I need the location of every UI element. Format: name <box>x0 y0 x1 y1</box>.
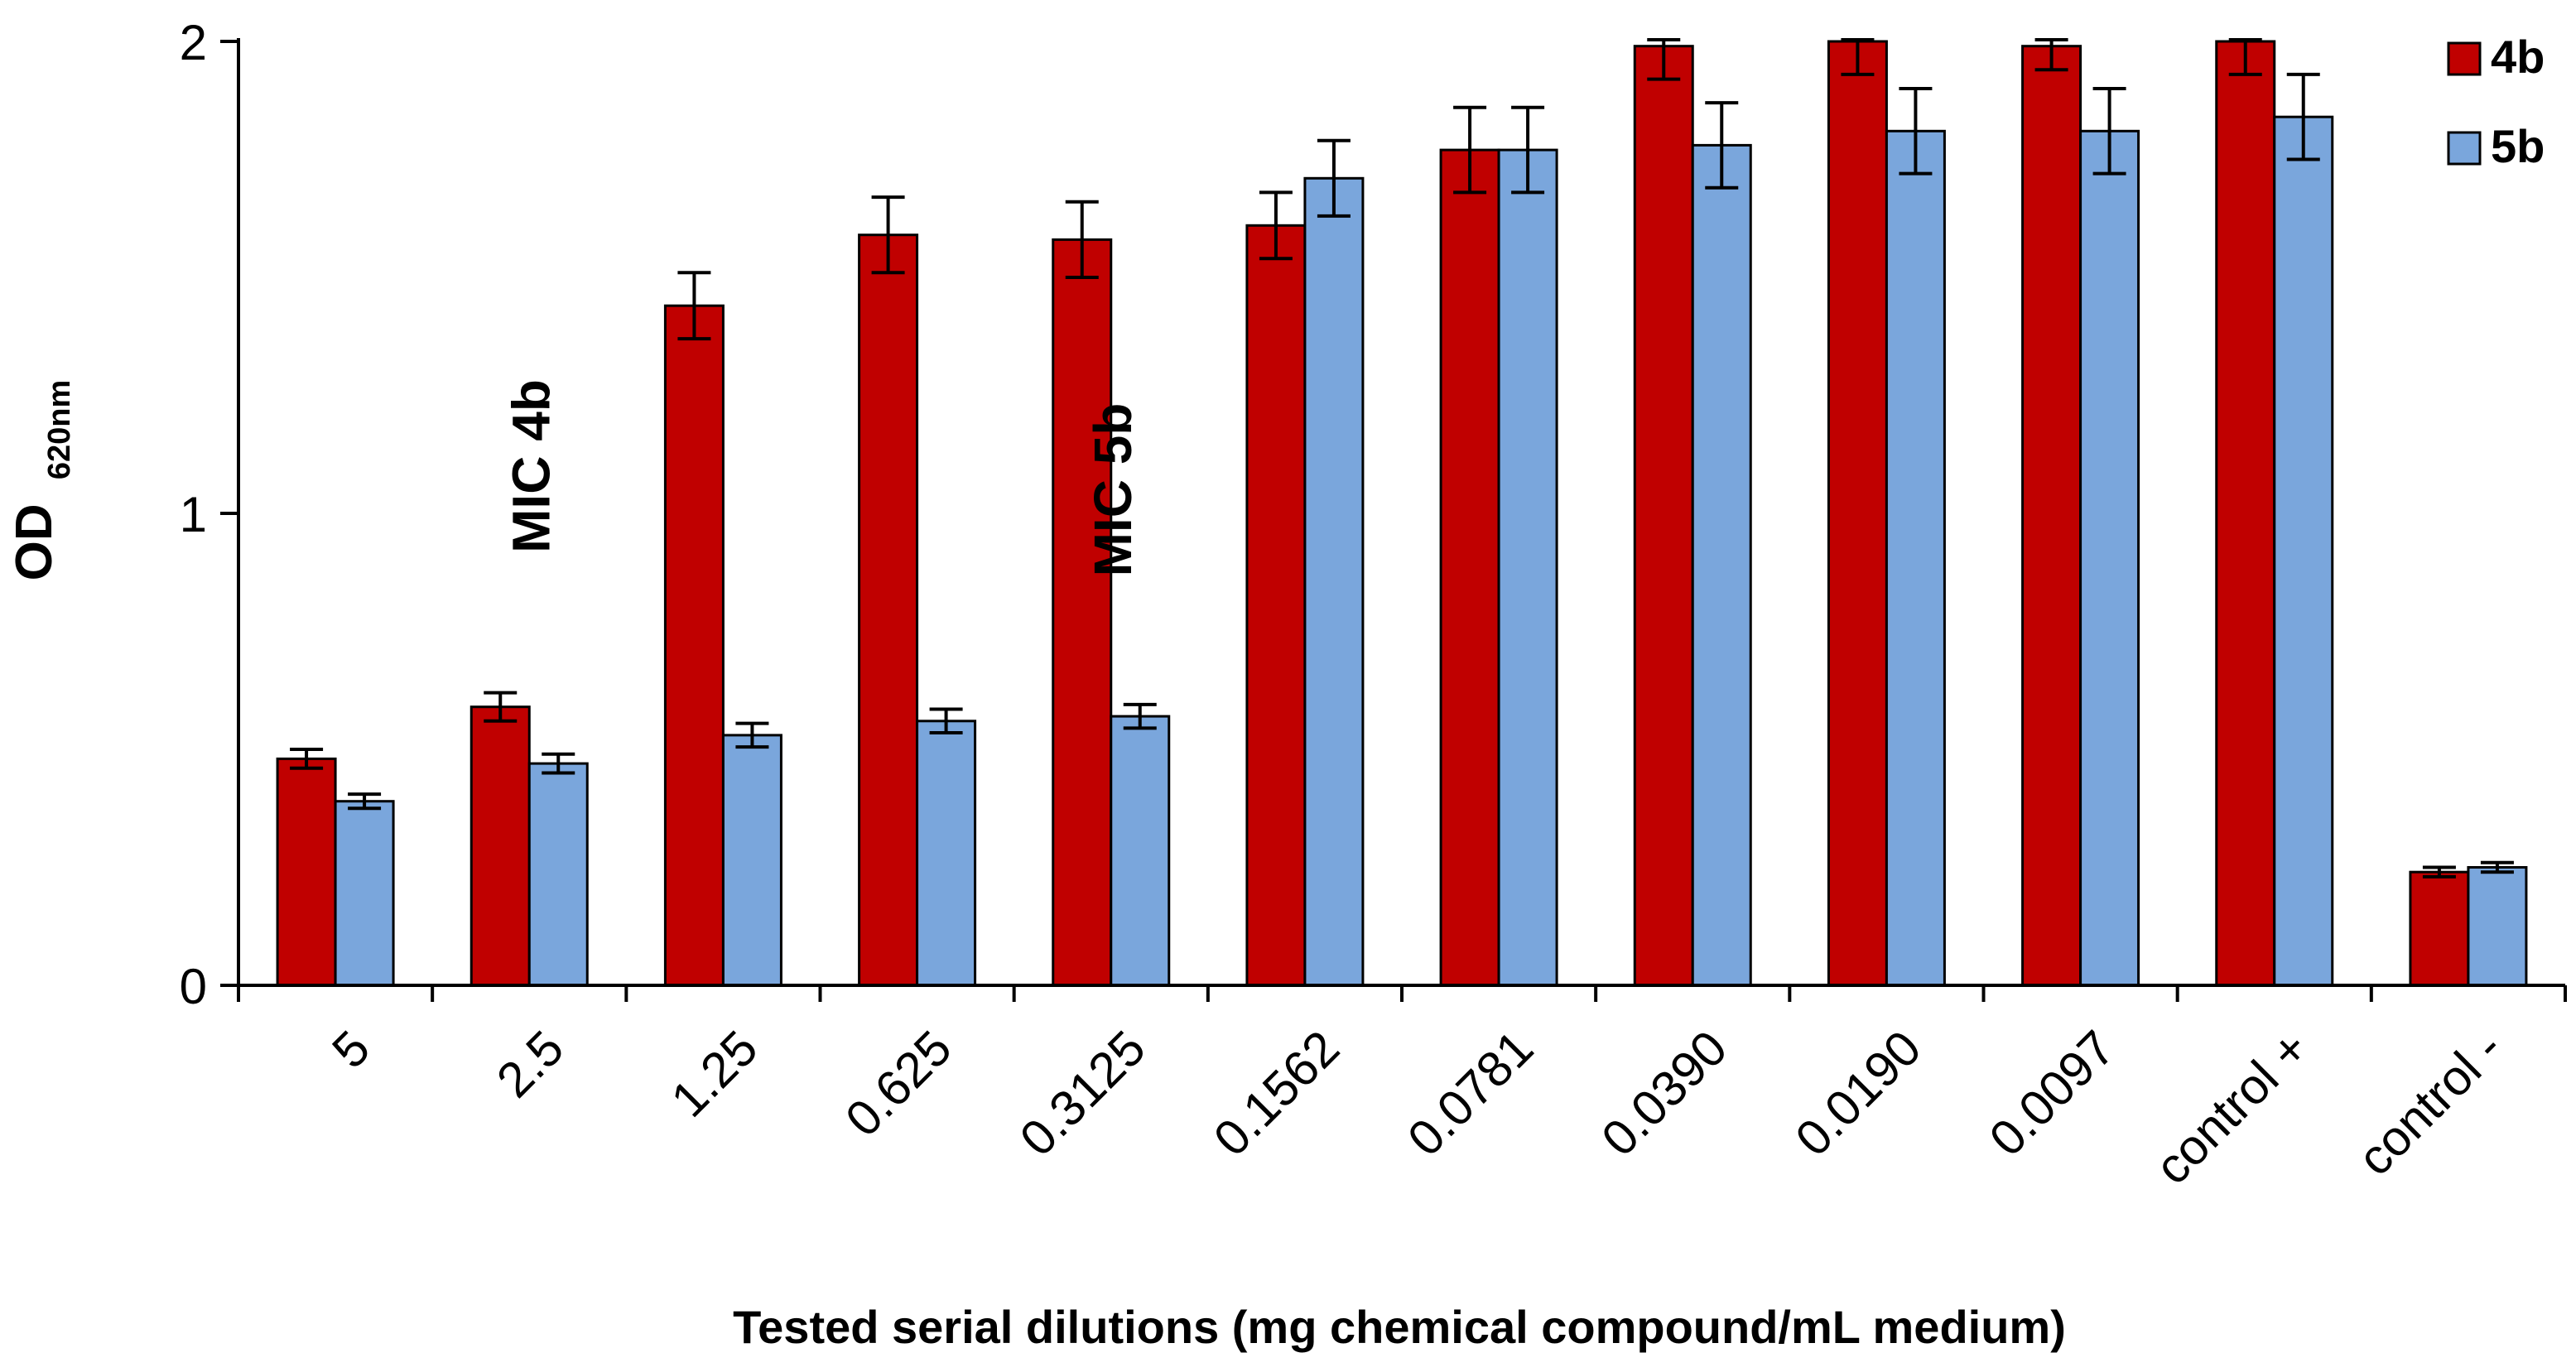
bar-4b-3 <box>858 233 919 987</box>
axes-layer: 0 1 2 5 2.5 1.25 0.625 0.3125 0.1562 0.0781 0.0390… <box>180 15 2567 1195</box>
x-tick-label-5: 0.1562 <box>1203 1020 1350 1167</box>
error-bar-5b-7 <box>1705 101 1739 190</box>
bar-5b-5 <box>1303 176 1365 987</box>
x-tick-label-11: control - <box>2347 1020 2513 1187</box>
error-bar-4b-7 <box>1647 38 1681 81</box>
bar-5b-0 <box>334 800 395 987</box>
error-bar-4b-3 <box>871 195 905 275</box>
error-bars-layer <box>290 38 2514 879</box>
bar-5b-10 <box>2273 115 2334 987</box>
bar-4b-6 <box>1439 148 1500 987</box>
x-tick-label-4: 0.3125 <box>1009 1020 1156 1167</box>
error-bar-4b-6 <box>1453 105 1487 195</box>
error-bar-5b-1 <box>542 752 575 775</box>
legend-label-4b: 4b <box>2491 31 2545 83</box>
error-bar-5b-4 <box>1123 702 1157 730</box>
legend: 4b 5b <box>2447 31 2545 172</box>
bar-4b-8 <box>1827 40 1888 987</box>
y-axis-label: OD 620nm <box>6 380 77 581</box>
bar-5b-7 <box>1691 143 1752 987</box>
x-axis-label: Tested serial dilutions (mg chemical com… <box>733 1301 2066 1353</box>
error-bar-4b-10 <box>2228 38 2262 76</box>
error-bar-5b-11 <box>2480 860 2514 874</box>
bars-layer <box>276 40 2528 987</box>
bar-5b-1 <box>527 762 589 987</box>
y-tick-label-1: 1 <box>180 487 207 542</box>
error-bar-4b-9 <box>2034 38 2068 72</box>
x-tick-label-3: 0.625 <box>835 1020 962 1148</box>
bar-5b-2 <box>721 734 782 987</box>
bar-5b-4 <box>1110 715 1171 987</box>
error-bar-5b-5 <box>1317 138 1351 218</box>
bar-4b-5 <box>1245 224 1307 987</box>
y-tick-label-2: 2 <box>180 15 207 70</box>
annotation-0: MIC 4b <box>501 379 561 553</box>
bar-4b-1 <box>469 705 531 987</box>
bar-5b-11 <box>2467 866 2528 987</box>
x-tick-label-1: 2.5 <box>486 1020 574 1108</box>
bar-4b-0 <box>276 757 337 987</box>
bar-5b-6 <box>1497 148 1558 987</box>
error-bar-5b-2 <box>735 721 769 749</box>
error-bar-5b-9 <box>2092 87 2126 176</box>
bar-4b-4 <box>1052 238 1113 987</box>
y-tick-label-0: 0 <box>180 959 207 1014</box>
bar-4b-10 <box>2215 40 2276 987</box>
legend-swatch-5b <box>2447 131 2482 166</box>
error-bar-4b-2 <box>677 271 711 341</box>
x-tick-label-0: 5 <box>321 1020 380 1079</box>
bar-4b-2 <box>663 304 725 987</box>
error-bar-5b-8 <box>1899 87 1933 176</box>
error-bar-4b-8 <box>1841 38 1875 76</box>
bar-5b-3 <box>916 720 977 987</box>
y-axis-title: OD 620nm <box>6 380 77 581</box>
x-tick-label-2: 1.25 <box>661 1020 768 1128</box>
error-bar-5b-6 <box>1511 105 1545 195</box>
error-bar-5b-10 <box>2286 72 2320 161</box>
legend-item-4b: 4b <box>2447 31 2545 83</box>
x-tick-label-9: 0.0097 <box>1979 1020 2126 1167</box>
error-bar-5b-3 <box>929 707 963 735</box>
error-bar-5b-0 <box>348 792 382 811</box>
bar-5b-9 <box>2079 129 2140 987</box>
x-tick-label-7: 0.0390 <box>1591 1020 1737 1167</box>
legend-label-5b: 5b <box>2491 120 2545 172</box>
legend-item-5b: 5b <box>2447 120 2545 172</box>
bar-4b-9 <box>2021 45 2082 987</box>
annotation-1: MIC 5b <box>1083 403 1143 577</box>
x-tick-label-8: 0.0190 <box>1784 1020 1931 1167</box>
y-axis-label-main: OD <box>6 503 63 580</box>
bar-5b-8 <box>1885 129 1946 987</box>
error-bar-4b-4 <box>1065 200 1099 279</box>
error-bar-4b-11 <box>2422 865 2456 879</box>
bar-4b-7 <box>1633 45 1694 987</box>
error-bar-4b-5 <box>1259 190 1293 261</box>
legend-swatch-4b <box>2447 41 2482 76</box>
y-axis-label-subscript: 620nm <box>42 380 77 479</box>
x-tick-label-10: control + <box>2145 1020 2319 1195</box>
annotations-layer: MIC 4b MIC 5b <box>501 379 1143 576</box>
bar-4b-11 <box>2409 870 2470 987</box>
x-tick-label-6: 0.0781 <box>1397 1020 1543 1167</box>
error-bar-4b-0 <box>290 748 324 770</box>
error-bar-4b-1 <box>484 691 518 723</box>
